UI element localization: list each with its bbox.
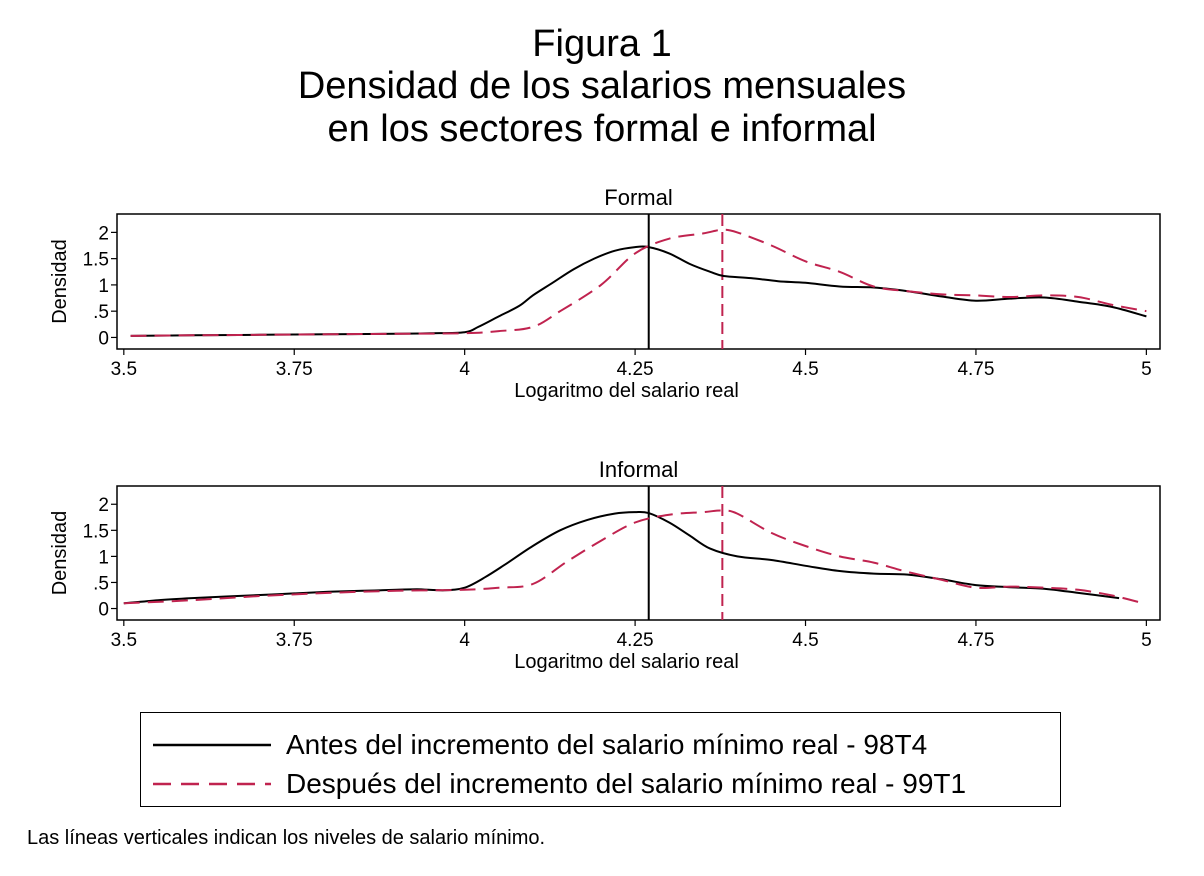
x-tick-label: 5 <box>1141 630 1152 651</box>
figure-title-line3: en los sectores formal e informal <box>327 108 877 150</box>
y-tick-label: 1 <box>98 547 109 568</box>
x-tick-label: 4 <box>459 359 470 380</box>
y-tick-label: 1.5 <box>83 250 109 271</box>
x-tick-label: 4.75 <box>957 630 994 651</box>
y-tick-label: 1.5 <box>83 521 109 542</box>
legend-swatch-antes <box>153 743 271 747</box>
legend-label-despues: Después del incremento del salario mínim… <box>286 768 967 799</box>
figure-note: Las líneas verticales indican los nivele… <box>27 827 546 849</box>
legend-label-antes: Antes del incremento del salario mínimo … <box>286 729 928 760</box>
panel-title-informal: Informal <box>599 457 678 482</box>
x-tick-label: 4.75 <box>957 359 994 380</box>
panel-title-formal: Formal <box>604 185 672 210</box>
y-tick-label: 2 <box>98 223 109 244</box>
x-tick-label: 4.25 <box>617 630 654 651</box>
density-line-antes <box>130 245 1147 337</box>
plot-frame-formal <box>116 213 1161 350</box>
legend-item-despues: Después del incremento del salario mínim… <box>141 764 1060 804</box>
x-tick-label: 3.75 <box>276 359 313 380</box>
x-tick-label: 3.75 <box>276 630 313 651</box>
x-tick-label: 4 <box>459 630 470 651</box>
y-tick-label: .5 <box>93 302 109 323</box>
density-line-despues <box>130 228 1147 337</box>
density-line-despues <box>123 509 1140 605</box>
figure-title-line1: Figura 1 <box>532 23 672 65</box>
y-tick-label: 2 <box>98 495 109 516</box>
plot-frame-informal <box>116 485 1161 621</box>
y-axis-label-formal: Densidad <box>49 239 71 324</box>
panel-informal: Informal 0 .5 1 1.5 2 3.5 3.75 4 4.25 4.5 4.75 5 Loga… <box>49 457 1161 673</box>
x-axis-label-informal: Logaritmo del salario real <box>514 651 739 673</box>
figure-title-line2: Densidad de los salarios mensuales <box>297 65 907 107</box>
x-tick-label: 4.5 <box>792 630 818 651</box>
x-tick-label: 3.5 <box>111 630 137 651</box>
panel-formal: Formal 0 .5 1 1.5 2 3.5 3.75 4 4.25 4.5 4.75 5 Logari… <box>49 185 1161 402</box>
y-tick-label: 0 <box>98 600 109 621</box>
legend-swatch-despues <box>153 782 271 786</box>
legend-item-antes: Antes del incremento del salario mínimo … <box>141 725 1060 765</box>
y-tick-label: 1 <box>98 276 109 297</box>
y-tick-label: 0 <box>98 328 109 349</box>
density-line-antes <box>123 510 1120 605</box>
legend: Antes del incremento del salario mínimo … <box>140 712 1061 807</box>
x-tick-label: 4.25 <box>617 359 654 380</box>
x-tick-label: 3.5 <box>111 359 137 380</box>
x-tick-label: 5 <box>1141 359 1152 380</box>
x-axis-label-formal: Logaritmo del salario real <box>514 380 739 402</box>
y-axis-label-informal: Densidad <box>49 511 71 596</box>
x-tick-label: 4.5 <box>792 359 818 380</box>
y-tick-label: .5 <box>93 573 109 594</box>
